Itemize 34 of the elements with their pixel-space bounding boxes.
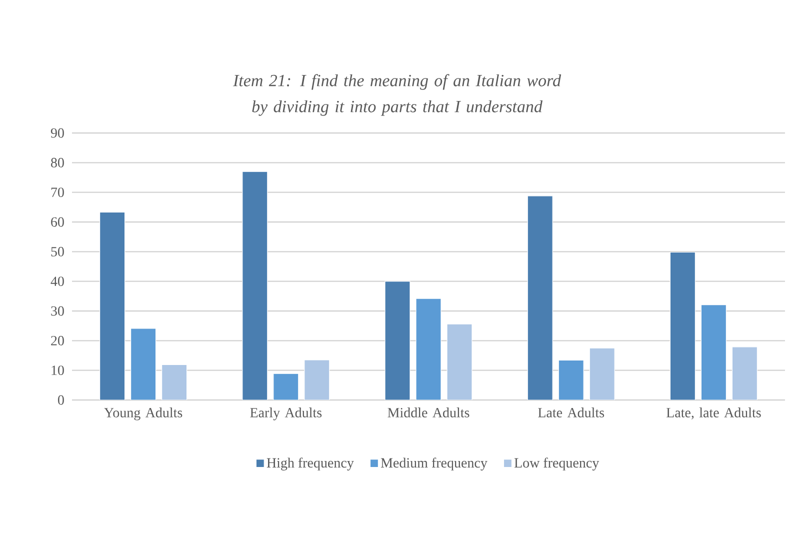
y-tick-label: 0 (58, 395, 64, 405)
bar (700, 304, 727, 400)
bar (100, 212, 126, 400)
legend-label: Low frequency (514, 458, 600, 470)
bar (732, 346, 758, 400)
x-tick-label: Young Adults (104, 408, 182, 420)
bar (670, 252, 696, 400)
y-tick-label: 90 (50, 128, 64, 138)
bar (416, 298, 442, 400)
y-tick-label: 40 (50, 276, 64, 286)
chart-title: Item 21: I find the meaning of an Italian word by dividing it into parts that I understand (232, 74, 562, 116)
y-tick-label: 30 (51, 306, 64, 316)
bar (446, 324, 472, 400)
y-tick-label: 20 (51, 336, 64, 346)
x-tick-label: Middle Adults (388, 408, 470, 418)
x-tick-label: Late, late Adults (666, 408, 761, 420)
legend-label: Medium frequency (380, 458, 488, 470)
bar (242, 171, 268, 400)
bar (162, 364, 188, 400)
y-tick-label: 10 (52, 366, 64, 376)
x-tick-label: Early Adults (250, 408, 322, 420)
bar (527, 196, 553, 400)
bar (558, 360, 584, 400)
y-tick-label: 60 (51, 217, 64, 227)
x-tick-label: Late Adults (538, 408, 604, 418)
bar (384, 281, 410, 400)
y-tick-label: 50 (51, 246, 64, 256)
y-tick-label: 70 (51, 188, 64, 198)
legend-label: High frequency (266, 458, 354, 470)
bar (130, 328, 156, 400)
bar (589, 348, 615, 400)
bar (304, 360, 330, 400)
bar (273, 373, 299, 400)
y-tick-label: 80 (51, 158, 64, 168)
